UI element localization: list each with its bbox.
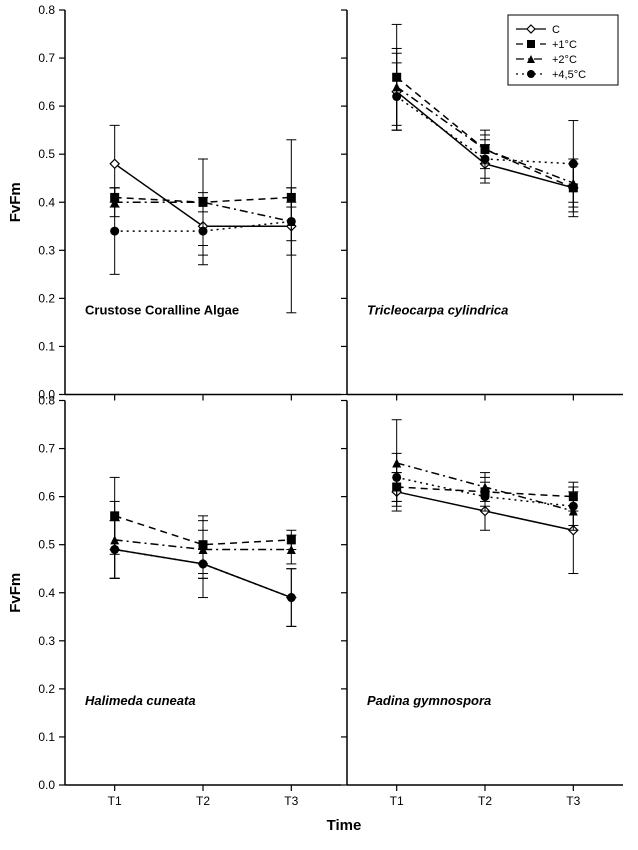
legend-label: C [552,24,560,36]
ytick-label: 0.2 [38,291,55,305]
ytick-label: 0.6 [38,490,55,504]
ytick-label: 0.0 [38,778,55,792]
y-axis-label: FvFm [7,182,24,222]
ytick-label: 0.4 [38,195,55,209]
ytick-label: 0.8 [38,3,55,17]
legend-label: +4,5°C [552,69,586,81]
ytick-label: 0.5 [38,147,55,161]
panel-title: Tricleocarpa cylindrica [367,303,508,318]
panel-cca: 0.00.10.20.30.40.50.60.70.8Crustose Cora… [38,3,341,402]
series-p45 [110,188,297,275]
ytick-label: 0.3 [38,243,55,257]
ytick-label: 0.1 [38,339,55,353]
legend-label: +2°C [552,54,577,66]
ytick-label: 0.2 [38,682,55,696]
ytick-label: 0.6 [38,99,55,113]
xtick-label: T3 [284,794,298,808]
panel-title: Halimeda cuneata [85,693,196,708]
fvfm-multipanel-chart: 0.0 0.1 0.2 0.3 0.4 0.5 0.6 0.7 0.8 Crustose Cora… [0,0,638,850]
x-axis-label: Time [327,817,362,834]
ytick-label: 0.3 [38,634,55,648]
panel-halimeda: 0.0 0.1 0.2 0.3 0.4 0.5 0.6 0.7 0.8 T1 T2 T3 Halimed… [38,394,341,809]
xtick-label: T2 [478,794,492,808]
panel-padina: T1 T2 T3 Padina gymnospora [341,401,623,809]
ytick-label: 0.5 [38,538,55,552]
ytick-label: 0.4 [38,586,55,600]
panel-title: Padina gymnospora [367,693,491,708]
panel-title: Crustose Coralline Algae [85,303,239,318]
ytick-label: 0.7 [38,442,55,456]
legend-label: +1°C [552,39,577,51]
y-axis-label: FvFm [7,573,24,613]
ytick-label: 0.7 [38,51,55,65]
xtick-label: T1 [108,794,122,808]
xtick-label: T3 [566,794,580,808]
legend: C +1°C +2°C +4,5°C [508,15,618,85]
ytick-label: 0.1 [38,730,55,744]
ytick-label: 0.8 [38,394,55,408]
xtick-label: T2 [196,794,210,808]
xtick-label: T1 [390,794,404,808]
